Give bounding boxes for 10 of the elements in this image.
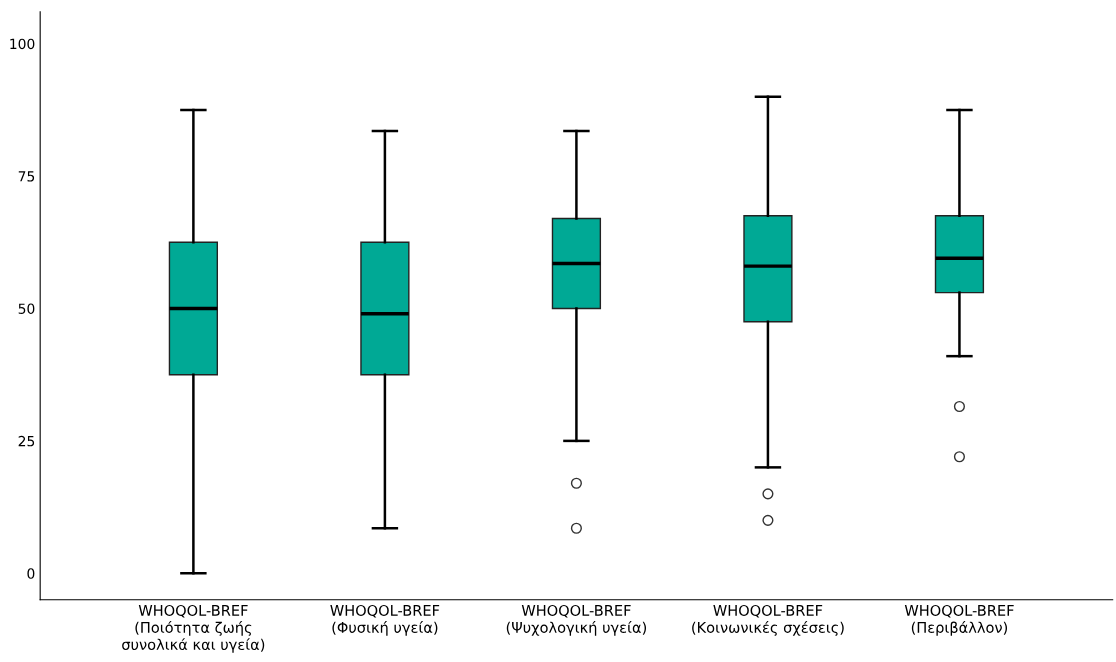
y-tick-label: 75	[18, 171, 35, 182]
y-tick-label: 50	[18, 303, 35, 314]
y-tick-label: 0	[27, 568, 35, 579]
x-tick-label: WHOQOL-BREF (Φυσική υγεία)	[330, 604, 440, 636]
x-tick-label: WHOQOL-BREF (Ποιότητα ζωής συνολικά και υγεία)	[122, 604, 265, 653]
y-tick-label: 100	[10, 38, 35, 50]
y-tick-label: 25	[18, 435, 35, 447]
x-tick-label: WHOQOL-BREF (Περιβάλλον)	[904, 604, 1014, 636]
x-tick-label: WHOQOL-BREF (Ψυχολογική υγεία)	[506, 604, 647, 636]
x-tick-label: WHOQOL-BREF (Κοινωνικές σχέσεις)	[692, 604, 844, 636]
